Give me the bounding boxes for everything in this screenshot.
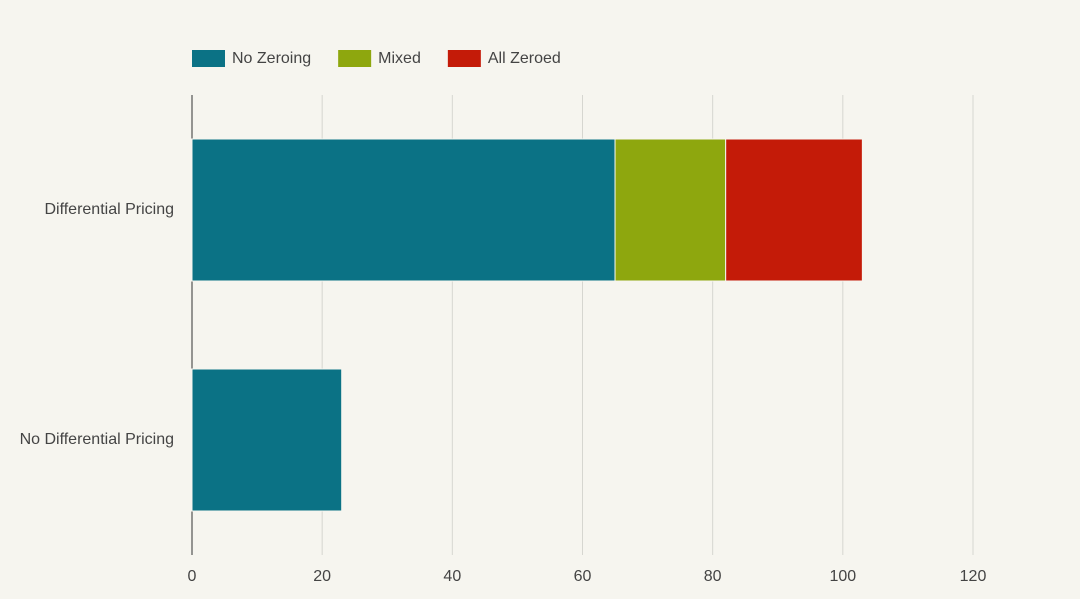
bar-segment	[191, 138, 616, 282]
x-tick-label: 120	[960, 568, 987, 585]
bar-segment	[614, 138, 727, 282]
legend-label: No Zeroing	[232, 50, 311, 67]
legend-swatch	[192, 50, 225, 67]
x-tick-label: 80	[704, 568, 722, 585]
bar-segment	[191, 368, 343, 512]
x-tick-label: 40	[443, 568, 461, 585]
bar-segment	[725, 138, 863, 282]
legend-label: All Zeroed	[488, 50, 561, 67]
legend-swatch	[447, 50, 481, 67]
x-tick-label: 0	[188, 568, 197, 585]
legend-label: Mixed	[378, 50, 421, 67]
x-tick-label: 20	[313, 568, 331, 585]
x-tick-label: 60	[574, 568, 592, 585]
legend-swatch	[338, 50, 372, 67]
x-tick-label: 100	[829, 568, 856, 585]
y-tick-label: No Differential Pricing	[20, 431, 174, 448]
y-tick-label: Differential Pricing	[44, 201, 174, 218]
